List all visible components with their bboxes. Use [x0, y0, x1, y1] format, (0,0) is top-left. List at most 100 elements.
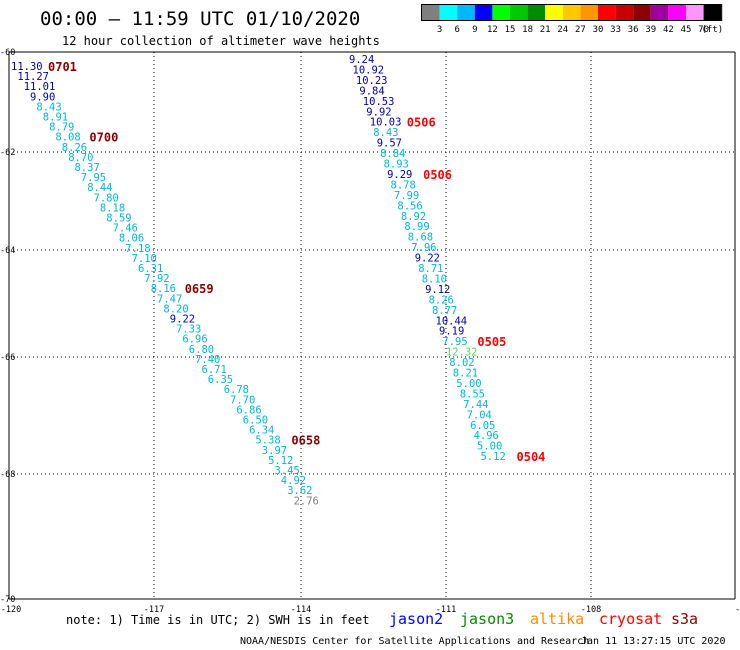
longitude-label: -114	[291, 605, 311, 615]
wave-height-value: 6.78	[224, 384, 249, 396]
credit-text: NOAA/NESDIS Center for Satellite Applica…	[240, 636, 589, 647]
latitude-label: -64	[0, 246, 15, 256]
wave-height-value: 7.18	[125, 243, 150, 255]
wave-height-value: 6.31	[138, 263, 163, 275]
longitude-label: -108	[581, 605, 601, 615]
wave-height-value: 7.46	[113, 223, 138, 235]
longitude-axis: -120 -117 -114 -111 -108 -105	[1, 605, 740, 615]
wave-height-value: 8.26	[429, 294, 454, 306]
mission-altika: altika	[530, 610, 584, 628]
color-swatch	[422, 5, 440, 20]
color-swatch	[668, 5, 686, 20]
time-label: 0505	[477, 335, 506, 349]
wave-height-value: 6.35	[208, 374, 233, 386]
wave-height-value: 7.95	[442, 336, 467, 348]
wave-height-value: 8.77	[432, 305, 457, 317]
wave-height-value: 8.37	[75, 162, 100, 174]
wave-height-value: 8.99	[404, 221, 429, 233]
wave-height-value: 8.16	[151, 283, 176, 295]
color-swatch	[598, 5, 616, 20]
wave-height-value: 7.40	[195, 354, 220, 366]
wave-height-value: 8.02	[449, 357, 474, 369]
wave-height-value: 8.43	[373, 127, 398, 139]
wave-height-value: 7.92	[144, 273, 169, 285]
wave-height-value: 5.00	[477, 441, 502, 453]
wave-height-value: 8.08	[55, 132, 80, 144]
wave-height-value: 11.01	[24, 81, 56, 93]
wave-height-value: 6.96	[182, 334, 207, 346]
map-title: 00:00 – 11:59 UTC 01/10/2020	[40, 8, 360, 30]
wave-height-value: 9.92	[366, 106, 391, 118]
wave-height-value: 8.26	[62, 142, 87, 154]
mission-jason2: jason2	[389, 610, 443, 628]
color-swatch	[633, 5, 651, 20]
color-scale-unit: (ft)	[702, 25, 724, 35]
color-scale-label: 21	[540, 25, 551, 35]
wave-height-value: 10.44	[436, 315, 468, 327]
wave-height-value: 10.53	[363, 96, 395, 108]
time-label: 0658	[291, 434, 320, 448]
latitude-label: -60	[0, 48, 15, 58]
wave-height-value: 3.97	[262, 445, 287, 457]
footer-note: note: 1) Time is in UTC; 2) SWH is in fe…	[66, 613, 369, 627]
wave-height-value: 8.56	[397, 200, 422, 212]
color-scale-label: 6	[454, 25, 459, 35]
map-grid	[8, 51, 736, 600]
wave-height-value: 4.92	[281, 475, 306, 487]
mission-cryosat: cryosat	[599, 610, 662, 628]
wave-height-value: 3.62	[287, 485, 312, 497]
wave-height-value: 8.18	[100, 202, 125, 214]
color-scale-label: 18	[522, 25, 533, 35]
longitude-label: -120	[1, 605, 21, 615]
wave-height-value: 7.10	[132, 253, 157, 265]
wave-height-value: 9.22	[415, 253, 440, 265]
wave-height-value: 10.92	[353, 65, 385, 77]
color-scale-label: 9	[472, 25, 477, 35]
color-swatch	[562, 5, 581, 20]
color-swatch	[545, 5, 563, 20]
color-scale-label: 33	[610, 25, 621, 35]
wave-height-value: 8.44	[87, 182, 112, 194]
time-label: 0506	[423, 168, 452, 182]
wave-height-value: 5.12	[481, 451, 506, 463]
wave-height-value: 12.32	[446, 347, 478, 359]
latitude-label: -70	[0, 595, 15, 605]
wave-height-value: 6.05	[470, 420, 495, 432]
wave-height-value: 9.19	[439, 326, 464, 338]
wave-height-value: 9.12	[425, 284, 450, 296]
wave-height-value: 10.03	[370, 117, 402, 129]
color-scale-border	[421, 4, 723, 21]
time-label: 0659	[185, 282, 214, 296]
wave-height-value: 9.29	[387, 169, 412, 181]
wave-height-value: 8.20	[163, 303, 188, 315]
color-scale-label: 30	[593, 25, 604, 35]
color-swatch	[474, 5, 493, 20]
wave-height-value: 4.96	[474, 430, 499, 442]
mission-s3a: s3a	[671, 610, 698, 628]
wave-height-value: 7.95	[81, 172, 106, 184]
color-swatch	[615, 5, 634, 20]
color-swatch	[686, 5, 704, 20]
wave-height-value: 11.27	[17, 71, 49, 83]
color-swatch	[439, 5, 458, 20]
wave-height-value: 9.57	[377, 138, 402, 150]
time-label: 0700	[89, 131, 118, 145]
color-scale-label: 42	[663, 25, 674, 35]
color-swatch	[650, 5, 669, 20]
wave-height-value: 9.84	[359, 85, 384, 97]
time-labels: 0701 0700 0659 0658 0506 0506 0505 0504	[48, 60, 545, 464]
mission-legend: jason2 jason3 altika cryosat s3a	[389, 610, 698, 628]
color-scale-label: 70	[698, 25, 709, 35]
track-b: 9.2410.9210.239.8410.539.9210.038.439.57…	[349, 54, 506, 463]
time-label: 0506	[407, 116, 436, 130]
latitude-label: -66	[0, 353, 15, 363]
wave-height-value: 8.21	[453, 368, 478, 380]
wave-height-value: 11.30	[11, 61, 43, 73]
color-swatch	[527, 5, 546, 20]
generated-timestamp: Jan 11 13:27:15 UTC 2020	[581, 636, 726, 647]
wave-height-value: 7.80	[94, 192, 119, 204]
color-swatch	[492, 5, 510, 20]
wave-height-value: 8.78	[391, 179, 416, 191]
wave-height-value: 8.93	[384, 159, 409, 171]
wave-height-value: 2.76	[294, 495, 319, 507]
